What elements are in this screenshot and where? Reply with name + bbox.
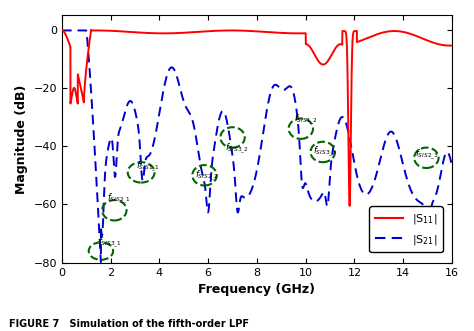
Text: $f_{SIS1\_1}$: $f_{SIS1\_1}$ [137,159,160,174]
Text: $f_{SIS1\_2}$: $f_{SIS1\_2}$ [293,113,318,127]
Text: $f_{SIS2\_2}$: $f_{SIS2\_2}$ [195,168,219,182]
Text: $f_{SIS2\_3}$: $f_{SIS2\_3}$ [415,148,439,162]
Text: $f_{SIS3\_3}$: $f_{SIS3\_3}$ [313,145,337,159]
Y-axis label: Magnitude (dB): Magnitude (dB) [15,84,28,194]
Text: $f_{SIS2\_1}$: $f_{SIS2\_1}$ [107,191,131,206]
Text: $f_{SIS3\_2}$: $f_{SIS3\_2}$ [225,142,249,156]
Text: $f_{SIS3\_1}$: $f_{SIS3\_1}$ [99,235,122,250]
X-axis label: Frequency (GHz): Frequency (GHz) [199,283,316,296]
Legend: |S$_{11}$|, |S$_{21}$|: |S$_{11}$|, |S$_{21}$| [369,207,443,252]
Text: FIGURE 7   Simulation of the fifth-order LPF: FIGURE 7 Simulation of the fifth-order L… [9,319,249,329]
